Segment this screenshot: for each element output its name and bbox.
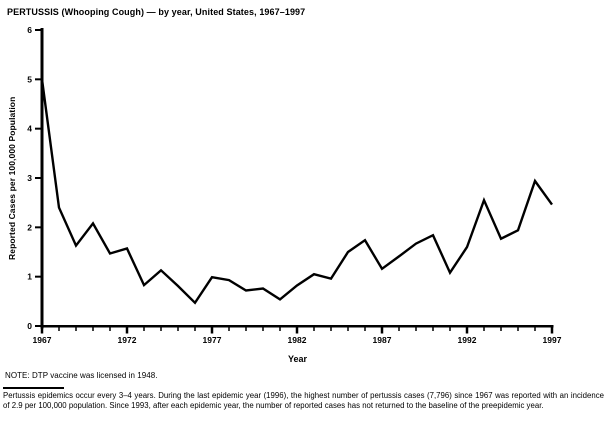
y-axis-title: Reported Cases per 100,000 Population [7, 96, 17, 260]
footnote-paragraph: Pertussis epidemics occur every 3–4 year… [3, 391, 604, 410]
x-minor-tick-mark [194, 327, 196, 331]
x-minor-tick-mark [449, 327, 451, 331]
vaccine-note-text: NOTE: DTP vaccine was licensed in 1948. [5, 371, 158, 380]
x-minor-tick-mark [279, 327, 281, 331]
chart-title: PERTUSSIS (Whooping Cough) — by year, Un… [7, 7, 306, 17]
y-tick-mark [35, 275, 41, 278]
x-major-tick-mark [40, 327, 44, 334]
x-minor-tick-mark [500, 327, 502, 331]
x-minor-tick-mark [92, 327, 94, 331]
x-minor-tick-mark [143, 327, 145, 331]
y-tick-label: 2 [27, 222, 32, 232]
x-major-tick-mark [465, 327, 469, 334]
pertussis-trend-line [40, 79, 553, 305]
x-minor-tick-mark [109, 327, 111, 331]
y-tick-mark [35, 226, 41, 229]
x-minor-tick-mark [245, 327, 247, 331]
y-tick-label: 3 [27, 173, 32, 183]
x-tick-label: 1997 [543, 335, 562, 345]
pertussis-line-chart: 0 1 2 3 4 5 6 1967 1972 1977 1982 1987 1992 1997 [27, 25, 562, 345]
x-minor-tick-mark [313, 327, 315, 331]
x-minor-tick-mark [432, 327, 434, 331]
x-minor-tick-mark [364, 327, 366, 331]
x-tick-label: 1972 [118, 335, 137, 345]
x-minor-tick-mark [347, 327, 349, 331]
y-tick-mark [35, 325, 41, 327]
y-tick-label: 1 [27, 272, 32, 282]
y-tick-mark [35, 127, 41, 130]
x-major-tick-mark [210, 327, 214, 334]
y-tick-label: 0 [27, 321, 32, 331]
y-tick-label: 5 [27, 74, 32, 84]
x-major-tick-mark [295, 327, 299, 334]
x-minor-tick-mark [177, 327, 179, 331]
y-tick-mark [35, 177, 41, 179]
x-tick-label: 1982 [288, 335, 307, 345]
x-minor-tick-mark [228, 327, 230, 331]
y-axis-line [40, 28, 44, 329]
x-minor-tick-mark [330, 327, 332, 331]
y-tick-mark [35, 29, 41, 31]
y-tick-label: 6 [27, 25, 32, 35]
x-tick-label: 1977 [203, 335, 222, 345]
x-minor-tick-mark [398, 327, 400, 331]
x-tick-label: 1987 [373, 335, 392, 345]
x-minor-tick-mark [75, 327, 77, 331]
x-major-tick-mark [550, 327, 554, 334]
x-tick-label: 1992 [458, 335, 477, 345]
x-minor-tick-mark [160, 327, 162, 331]
x-minor-tick-mark [415, 327, 417, 331]
x-major-tick-mark [125, 327, 129, 334]
y-tick-mark [35, 78, 41, 81]
x-axis-title: Year [287, 354, 308, 364]
x-tick-label: 1967 [33, 335, 52, 345]
x-minor-tick-mark [534, 327, 536, 331]
x-minor-tick-mark [483, 327, 485, 331]
x-minor-tick-mark [58, 327, 60, 331]
x-minor-tick-mark [262, 327, 264, 331]
x-axis-line [40, 325, 554, 328]
y-tick-label: 4 [27, 124, 32, 134]
x-minor-tick-mark [517, 327, 519, 331]
footnote-divider-rule [3, 387, 64, 389]
x-major-tick-mark [380, 327, 384, 334]
